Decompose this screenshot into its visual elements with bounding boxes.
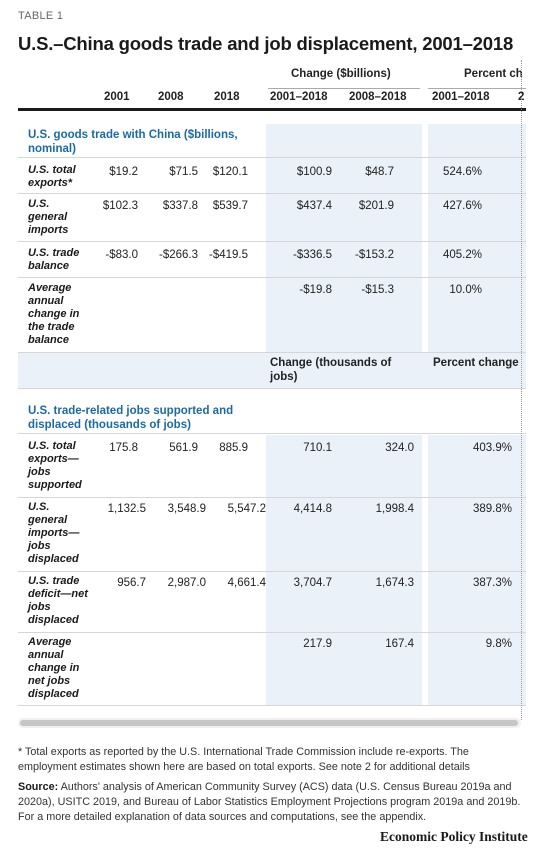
cell-change-2008-2018: $201.9	[358, 200, 394, 212]
row-divider	[18, 277, 526, 278]
section-title-trade: U.S. goods trade with China ($billions, …	[28, 129, 238, 155]
section-title-jobs: U.S. trade-related jobs supported and di…	[28, 405, 234, 431]
row-divider	[18, 352, 526, 353]
cell-2001: -$83.0	[105, 249, 138, 261]
header-pct-2001-2018: 2001–2018	[432, 91, 490, 103]
row-divider	[18, 241, 526, 242]
cell-2018: $539.7	[212, 200, 248, 212]
cell-2008: -$266.3	[158, 249, 198, 261]
data-table: Change ($billions) Percent ch 2001 2008 …	[18, 60, 526, 732]
cell-2008: 2,987.0	[167, 577, 206, 589]
header-2008-2018: 2008–2018	[349, 91, 407, 103]
cell-change-2008-2018: -$15.3	[361, 284, 394, 296]
cell-change-2008-2018: 1,998.4	[375, 503, 414, 515]
scrollbar-thumb[interactable]	[20, 720, 518, 726]
row-label: U.S. trade deficit—net jobs displaced	[28, 575, 88, 626]
row-label: U.S. trade balance	[28, 247, 80, 272]
cell-2018: 4,661.4	[227, 577, 266, 589]
row-divider	[18, 571, 526, 572]
cell-percent: 389.8%	[472, 503, 512, 515]
header-2001-2018: 2001–2018	[270, 91, 328, 103]
scroll-edge-indicator	[521, 60, 522, 720]
row-divider	[18, 157, 526, 158]
row-label: U.S. general imports—jobs displaced	[28, 501, 80, 565]
cell-change-2001-2018: -$19.8	[299, 284, 332, 296]
cell-2001: $102.3	[102, 200, 138, 212]
cell-change-2008-2018: -$153.2	[354, 249, 394, 261]
cell-percent: 405.2%	[442, 249, 482, 261]
cell-2008: $71.5	[169, 166, 198, 178]
header-underline-change	[268, 88, 420, 89]
brand-logo: Economic Policy Institute	[380, 829, 528, 844]
shade-band-percent	[428, 124, 518, 353]
cell-change-2001-2018: $437.4	[296, 200, 332, 212]
cell-percent: 387.3%	[472, 577, 512, 589]
source-text: Authors' analysis of American Community …	[18, 781, 521, 823]
row-label: Average annual change in net jobs displa…	[28, 636, 80, 700]
row-divider	[18, 497, 526, 498]
header-change-billions: Change ($billions)	[291, 68, 391, 80]
cell-change-2008-2018: 1,674.3	[375, 577, 414, 589]
cell-change-2001-2018: -$336.5	[292, 249, 332, 261]
header-2018: 2018	[214, 91, 240, 103]
cell-change-2001-2018: 3,704.7	[293, 577, 332, 589]
cell-change-2001-2018: $100.9	[296, 166, 332, 178]
footnote: * Total exports as reported by the U.S. …	[18, 746, 470, 773]
cell-2018: $120.1	[212, 166, 248, 178]
cell-2018: 885.9	[219, 442, 248, 454]
header-rule	[18, 108, 526, 111]
row-label: U.S. total exports—jobs supported	[28, 440, 82, 491]
cell-2001: 175.8	[109, 442, 138, 454]
cell-change-2001-2018: 217.9	[303, 638, 332, 650]
row-divider	[18, 193, 526, 194]
header-underline-percent	[428, 88, 526, 89]
cell-change-2008-2018: $48.7	[365, 166, 394, 178]
cell-change-2008-2018: 167.4	[385, 638, 414, 650]
cell-2001: 956.7	[117, 577, 146, 589]
row-label: Average annual change in the trade balan…	[28, 282, 80, 346]
row-label: U.S. total exports*	[28, 164, 76, 189]
mid-header-band	[18, 352, 526, 388]
shade-band-partial	[512, 124, 526, 353]
cell-2001: $19.2	[109, 166, 138, 178]
cell-percent: 403.9%	[472, 442, 512, 454]
cell-2008: $337.8	[162, 200, 198, 212]
cell-2001: 1,132.5	[107, 503, 146, 515]
cell-change-2008-2018: 324.0	[385, 442, 414, 454]
shade-band-change-2	[266, 435, 422, 705]
header-percent-change: Percent ch	[464, 68, 523, 80]
cell-percent: 9.8%	[485, 638, 512, 650]
table-title: U.S.–China goods trade and job displacem…	[18, 33, 514, 54]
shade-band-partial-2	[512, 435, 526, 705]
shade-band-change	[266, 124, 422, 353]
header-2001: 2001	[104, 91, 130, 103]
header-change-thousands: Change (thousands of jobs)	[270, 357, 392, 383]
cell-2018: -$419.5	[208, 249, 248, 261]
shade-band-percent-2	[428, 435, 518, 705]
source-note: Source: Authors' analysis of American Co…	[18, 780, 526, 825]
cell-change-2001-2018: 4,414.8	[293, 503, 332, 515]
cell-percent: 524.6%	[442, 166, 482, 178]
source-label: Source:	[18, 781, 59, 793]
cell-2018: 5,547.2	[227, 503, 266, 515]
row-divider	[18, 705, 526, 706]
cell-change-2001-2018: 710.1	[303, 442, 332, 454]
cell-2008: 3,548.9	[167, 503, 206, 515]
header-2008: 2008	[158, 91, 184, 103]
cell-2008: 561.9	[169, 442, 198, 454]
row-divider	[18, 433, 526, 434]
header-percent-change-jobs: Percent change	[433, 357, 519, 369]
row-divider	[18, 632, 526, 633]
table-scroll-area[interactable]: Change ($billions) Percent ch 2001 2008 …	[18, 60, 526, 732]
row-label: U.S. general imports	[28, 198, 69, 236]
row-divider	[18, 388, 526, 389]
cell-percent: 427.6%	[442, 200, 482, 212]
cell-percent: 10.0%	[449, 284, 482, 296]
table-label: TABLE 1	[18, 10, 64, 22]
